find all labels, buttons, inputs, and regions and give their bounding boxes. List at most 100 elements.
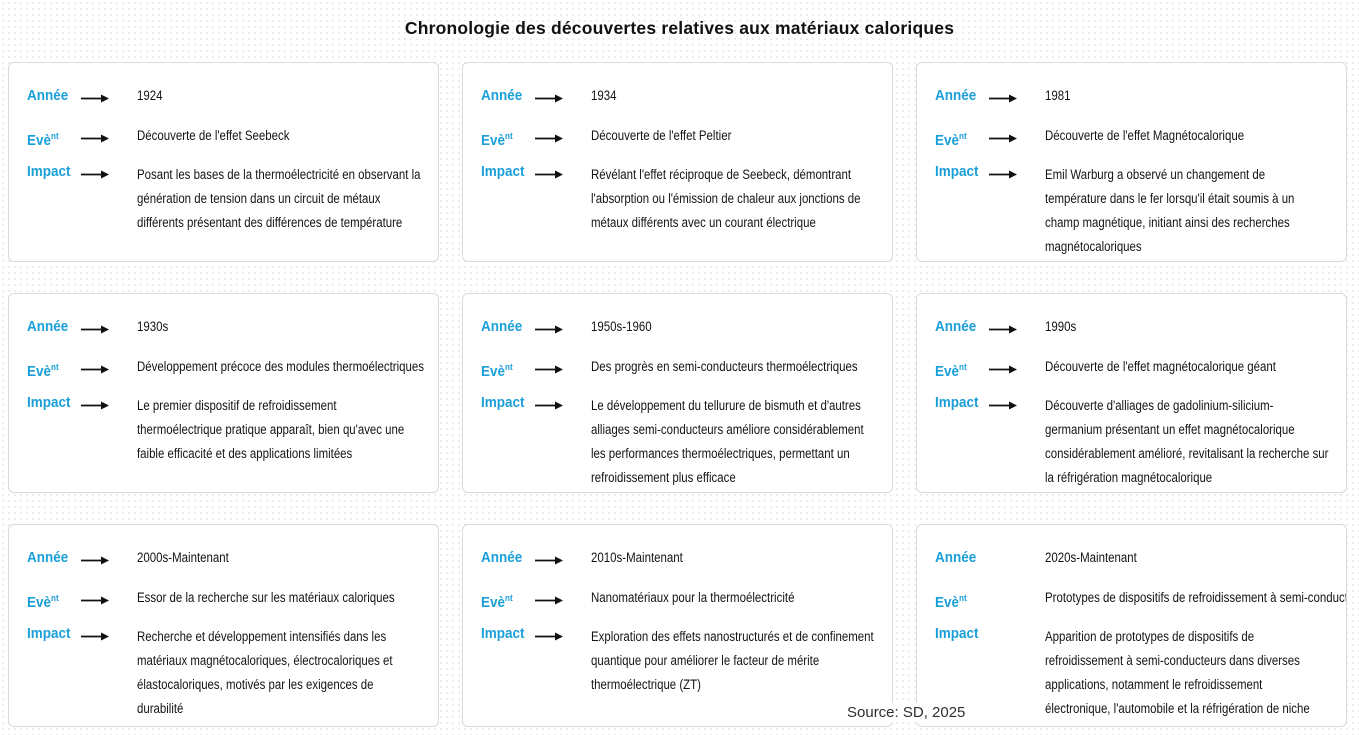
impact-row: Impact Le développement du tellurure de … xyxy=(481,394,876,490)
year-value: 1934 xyxy=(591,88,617,103)
right-arrow-icon xyxy=(80,318,137,339)
impact-label: Impact xyxy=(27,625,71,642)
timeline-card-1934: Année 1934 Evènt Découverte de l'effet P… xyxy=(462,62,893,262)
year-label: Année xyxy=(935,318,977,335)
event-row: Evènt Développement précoce des modules … xyxy=(27,358,424,381)
year-row: Année 1990s xyxy=(935,318,1330,339)
timeline-card-1930s: Année 1930s Evènt Développement précoce … xyxy=(8,293,439,493)
event-row: Evènt Des progrès en semi-conducteurs th… xyxy=(481,358,876,381)
event-row: Evènt Découverte de l'effet magnétocalor… xyxy=(935,358,1330,381)
event-row: Evènt Essor de la recherche sur les maté… xyxy=(27,589,422,612)
event-label: Evènt xyxy=(481,131,513,149)
event-label: Evènt xyxy=(935,131,967,149)
impact-row: Impact Apparition de prototypes de dispo… xyxy=(935,625,1330,721)
right-arrow-icon xyxy=(988,318,1045,339)
year-label: Année xyxy=(935,87,977,104)
year-label: Année xyxy=(27,318,69,335)
event-row: Evènt Nanomatériaux pour la thermoélectr… xyxy=(481,589,876,612)
event-label: Evènt xyxy=(481,362,513,380)
right-arrow-icon xyxy=(988,163,1045,184)
event-value: Découverte de l'effet Magnétocalorique xyxy=(1045,128,1245,143)
impact-label: Impact xyxy=(481,625,525,642)
impact-row: Impact Exploration des effets nanostruct… xyxy=(481,625,876,697)
event-row: Evènt Découverte de l'effet Peltier xyxy=(481,127,876,150)
year-value: 2000s-Maintenant xyxy=(137,550,229,565)
right-arrow-icon xyxy=(534,625,591,646)
timeline-card-1950s-1960: Année 1950s-1960 Evènt Des progrès en se… xyxy=(462,293,893,493)
page-title: Chronologie des découvertes relatives au… xyxy=(404,18,955,38)
right-arrow-icon xyxy=(80,127,137,148)
event-value: Développement précoce des modules thermo… xyxy=(137,359,425,374)
year-label: Année xyxy=(481,87,523,104)
right-arrow-icon xyxy=(80,87,137,108)
year-row: Année 1934 xyxy=(481,87,876,108)
timeline-card-1924: Année 1924 Evènt Découverte de l'effet S… xyxy=(8,62,439,262)
impact-label: Impact xyxy=(935,625,979,642)
event-value: Essor de la recherche sur les matériaux … xyxy=(137,590,395,605)
right-arrow-icon xyxy=(988,394,1045,415)
year-label: Année xyxy=(27,87,69,104)
right-arrow-icon xyxy=(988,87,1045,108)
year-value: 1930s xyxy=(137,319,169,334)
timeline-card-2010s: Année 2010s-Maintenant Evènt Nanomatéria… xyxy=(462,524,893,727)
impact-label: Impact xyxy=(27,394,71,411)
impact-label: Impact xyxy=(481,163,525,180)
timeline-card-2020s: Année 2020s-Maintenant Evènt Prototypes … xyxy=(916,524,1347,727)
right-arrow-icon xyxy=(534,127,591,148)
event-value: Nanomatériaux pour la thermoélectricité xyxy=(591,590,795,605)
impact-value: Emil Warburg a observé un changement de … xyxy=(1045,167,1295,254)
timeline-card-1990s: Année 1990s Evènt Découverte de l'effet … xyxy=(916,293,1347,493)
right-arrow-icon xyxy=(534,589,591,610)
year-value: 2020s-Maintenant xyxy=(1045,550,1137,565)
impact-row: Impact Posant les bases de la thermoélec… xyxy=(27,163,422,235)
event-label: Evènt xyxy=(27,593,59,611)
event-value: Des progrès en semi-conducteurs thermoél… xyxy=(591,359,858,374)
right-arrow-icon xyxy=(80,163,137,184)
right-arrow-icon xyxy=(80,589,137,610)
event-row: Evènt Prototypes de dispositifs de refro… xyxy=(935,589,1346,612)
event-row: Evènt Découverte de l'effet Seebeck xyxy=(27,127,422,150)
impact-label: Impact xyxy=(935,394,979,411)
impact-row: Impact Le premier dispositif de refroidi… xyxy=(27,394,422,466)
year-row: Année 2020s-Maintenant xyxy=(935,549,1330,570)
year-value: 1990s xyxy=(1045,319,1077,334)
event-value: Prototypes de dispositifs de refroidisse… xyxy=(1045,590,1347,605)
year-row: Année 2010s-Maintenant xyxy=(481,549,876,570)
impact-value: Révélant l'effet réciproque de Seebeck, … xyxy=(591,167,861,230)
event-label: Evènt xyxy=(935,593,967,611)
year-row: Année 1930s xyxy=(27,318,422,339)
year-label: Année xyxy=(481,318,523,335)
impact-value: Recherche et développement intensifiés d… xyxy=(137,629,393,716)
right-arrow-icon xyxy=(534,318,591,339)
year-row: Année 1950s-1960 xyxy=(481,318,876,339)
year-row: Année 1981 xyxy=(935,87,1330,108)
right-arrow-icon xyxy=(988,127,1045,148)
impact-label: Impact xyxy=(27,163,71,180)
timeline-card-2000s: Année 2000s-Maintenant Evènt Essor de la… xyxy=(8,524,439,727)
right-arrow-icon xyxy=(534,549,591,570)
event-value: Découverte de l'effet Peltier xyxy=(591,128,732,143)
impact-value: Apparition de prototypes de dispositifs … xyxy=(1045,629,1310,716)
impact-row: Impact Révélant l'effet réciproque de Se… xyxy=(481,163,876,235)
impact-value: Exploration des effets nanostructurés et… xyxy=(591,629,874,692)
event-label: Evènt xyxy=(27,362,59,380)
year-label: Année xyxy=(481,549,523,566)
year-value: 2010s-Maintenant xyxy=(591,550,683,565)
right-arrow-icon xyxy=(80,394,137,415)
right-arrow-icon xyxy=(80,625,137,646)
impact-row: Impact Emil Warburg a observé un changem… xyxy=(935,163,1330,259)
impact-row: Impact Découverte d'alliages de gadolini… xyxy=(935,394,1330,490)
impact-value: Posant les bases de la thermoélectricité… xyxy=(137,167,421,230)
impact-row: Impact Recherche et développement intens… xyxy=(27,625,422,721)
year-value: 1924 xyxy=(137,88,163,103)
year-row: Année 2000s-Maintenant xyxy=(27,549,422,570)
right-arrow-icon xyxy=(534,358,591,379)
year-row: Année 1924 xyxy=(27,87,422,108)
impact-value: Le premier dispositif de refroidissement… xyxy=(137,398,405,461)
impact-label: Impact xyxy=(935,163,979,180)
impact-label: Impact xyxy=(481,394,525,411)
year-value: 1981 xyxy=(1045,88,1071,103)
year-label: Année xyxy=(27,549,69,566)
right-arrow-icon xyxy=(534,163,591,184)
